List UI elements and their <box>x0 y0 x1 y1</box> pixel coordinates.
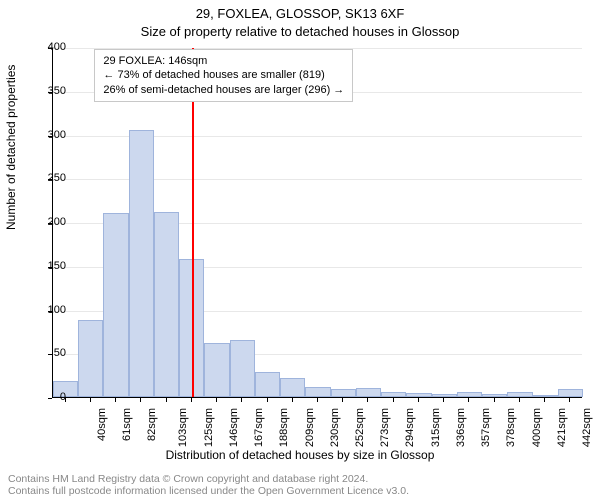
histogram-bar <box>457 392 482 397</box>
x-tick-mark <box>241 398 242 402</box>
histogram-bar <box>280 378 305 397</box>
x-tick-mark <box>342 398 343 402</box>
x-tick-mark <box>267 398 268 402</box>
x-tick-mark <box>317 398 318 402</box>
x-tick-mark <box>519 398 520 402</box>
histogram-bar <box>482 394 507 397</box>
x-tick-mark <box>65 398 66 402</box>
x-tick-mark <box>393 398 394 402</box>
y-tick-label: 0 <box>36 391 66 403</box>
x-tick-mark <box>166 398 167 402</box>
histogram-bar <box>432 394 457 398</box>
y-tick-mark <box>48 179 52 180</box>
y-tick-mark <box>48 223 52 224</box>
footer-attribution: Contains HM Land Registry data © Crown c… <box>8 473 409 498</box>
histogram-bar <box>507 392 532 397</box>
histogram-bar <box>305 387 330 398</box>
histogram-bar <box>78 320 103 397</box>
footer-line-2: Contains full postcode information licen… <box>8 485 409 497</box>
histogram-bar <box>406 393 431 397</box>
legend-line: 29 FOXLEA: 146sqm <box>103 54 344 68</box>
x-tick-mark <box>191 398 192 402</box>
y-tick-label: 250 <box>36 172 66 184</box>
y-tick-label: 50 <box>36 347 66 359</box>
y-tick-mark <box>48 354 52 355</box>
chart-container: 29, FOXLEA, GLOSSOP, SK13 6XF Size of pr… <box>0 0 600 500</box>
y-tick-label: 150 <box>36 260 66 272</box>
chart-title-main: 29, FOXLEA, GLOSSOP, SK13 6XF <box>0 6 600 21</box>
x-tick-mark <box>544 398 545 402</box>
histogram-bar <box>331 389 356 397</box>
legend-line: 26% of semi-detached houses are larger (… <box>103 83 344 97</box>
x-tick-mark <box>367 398 368 402</box>
y-tick-mark <box>48 136 52 137</box>
x-tick-mark <box>140 398 141 402</box>
x-tick-mark <box>443 398 444 402</box>
y-tick-label: 300 <box>36 129 66 141</box>
x-tick-mark <box>292 398 293 402</box>
y-tick-mark <box>48 311 52 312</box>
x-tick-mark <box>494 398 495 402</box>
histogram-bar <box>103 213 128 397</box>
y-tick-mark <box>48 267 52 268</box>
x-tick-mark <box>216 398 217 402</box>
histogram-bar <box>533 395 558 397</box>
footer-line-1: Contains HM Land Registry data © Crown c… <box>8 473 368 485</box>
y-tick-label: 350 <box>36 85 66 97</box>
histogram-bar <box>154 212 179 397</box>
histogram-bar <box>558 389 583 397</box>
histogram-bar <box>129 130 154 397</box>
x-tick-mark <box>90 398 91 402</box>
y-axis-label: Number of detached properties <box>4 65 18 230</box>
x-tick-mark <box>569 398 570 402</box>
y-tick-mark <box>48 92 52 93</box>
x-tick-mark <box>115 398 116 402</box>
y-tick-label: 200 <box>36 216 66 228</box>
chart-title-sub: Size of property relative to detached ho… <box>0 24 600 39</box>
x-tick-mark <box>468 398 469 402</box>
histogram-bar <box>255 372 280 397</box>
y-tick-label: 400 <box>36 41 66 53</box>
x-axis-label: Distribution of detached houses by size … <box>0 448 600 462</box>
histogram-bar <box>204 343 229 397</box>
y-tick-mark <box>48 48 52 49</box>
y-tick-mark <box>48 398 52 399</box>
histogram-bar <box>381 392 406 397</box>
legend-line: ← 73% of detached houses are smaller (81… <box>103 68 344 82</box>
histogram-bar <box>356 388 381 397</box>
legend-box: 29 FOXLEA: 146sqm← 73% of detached house… <box>94 49 353 102</box>
histogram-bar <box>230 340 255 397</box>
x-tick-label: 442sqm <box>581 408 600 447</box>
x-tick-mark <box>418 398 419 402</box>
y-tick-label: 100 <box>36 304 66 316</box>
